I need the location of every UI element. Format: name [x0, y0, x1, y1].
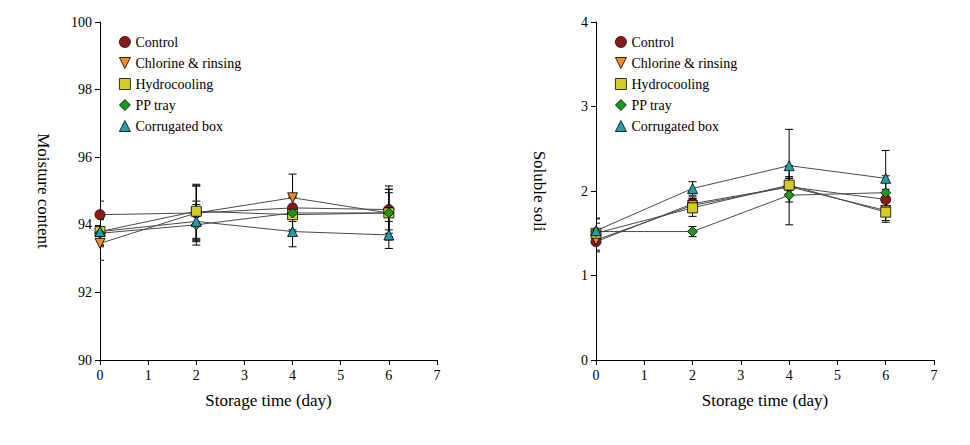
svg-text:7: 7: [931, 368, 938, 383]
svg-text:2: 2: [581, 184, 588, 199]
svg-text:Chlorine & rinsing: Chlorine & rinsing: [631, 56, 737, 71]
svg-text:Soluble soli: Soluble soli: [530, 151, 549, 232]
svg-text:90: 90: [78, 353, 92, 368]
svg-text:0: 0: [97, 368, 104, 383]
svg-text:PP tray: PP tray: [631, 98, 671, 113]
svg-text:96: 96: [78, 150, 92, 165]
svg-text:2: 2: [689, 368, 696, 383]
svg-text:98: 98: [78, 82, 92, 97]
svg-text:4: 4: [786, 368, 793, 383]
svg-text:0: 0: [593, 368, 600, 383]
svg-text:5: 5: [834, 368, 841, 383]
svg-text:94: 94: [78, 217, 92, 232]
svg-text:100: 100: [71, 15, 92, 30]
svg-text:6: 6: [385, 368, 392, 383]
svg-text:Chlorine & rinsing: Chlorine & rinsing: [135, 56, 241, 71]
svg-text:Corrugated box: Corrugated box: [135, 119, 222, 134]
svg-text:7: 7: [434, 368, 441, 383]
svg-text:Control: Control: [135, 35, 178, 50]
svg-text:1: 1: [145, 368, 152, 383]
svg-text:3: 3: [737, 368, 744, 383]
svg-text:PP tray: PP tray: [135, 98, 175, 113]
svg-text:Storage time (day): Storage time (day): [205, 391, 332, 410]
svg-text:Hydrocooling: Hydrocooling: [631, 77, 709, 92]
svg-text:0: 0: [581, 353, 588, 368]
svg-text:Storage time (day): Storage time (day): [702, 391, 829, 410]
svg-text:Corrugated box: Corrugated box: [631, 119, 718, 134]
svg-text:6: 6: [882, 368, 889, 383]
svg-text:5: 5: [337, 368, 344, 383]
svg-text:1: 1: [641, 368, 648, 383]
svg-text:3: 3: [241, 368, 248, 383]
svg-text:3: 3: [581, 99, 588, 114]
svg-text:4: 4: [289, 368, 296, 383]
svg-text:Hydrocooling: Hydrocooling: [135, 77, 213, 92]
svg-text:Moisture content: Moisture content: [34, 133, 53, 249]
svg-text:92: 92: [78, 285, 92, 300]
svg-text:1: 1: [581, 268, 588, 283]
svg-text:2: 2: [193, 368, 200, 383]
svg-text:4: 4: [581, 15, 588, 30]
svg-text:Control: Control: [631, 35, 674, 50]
